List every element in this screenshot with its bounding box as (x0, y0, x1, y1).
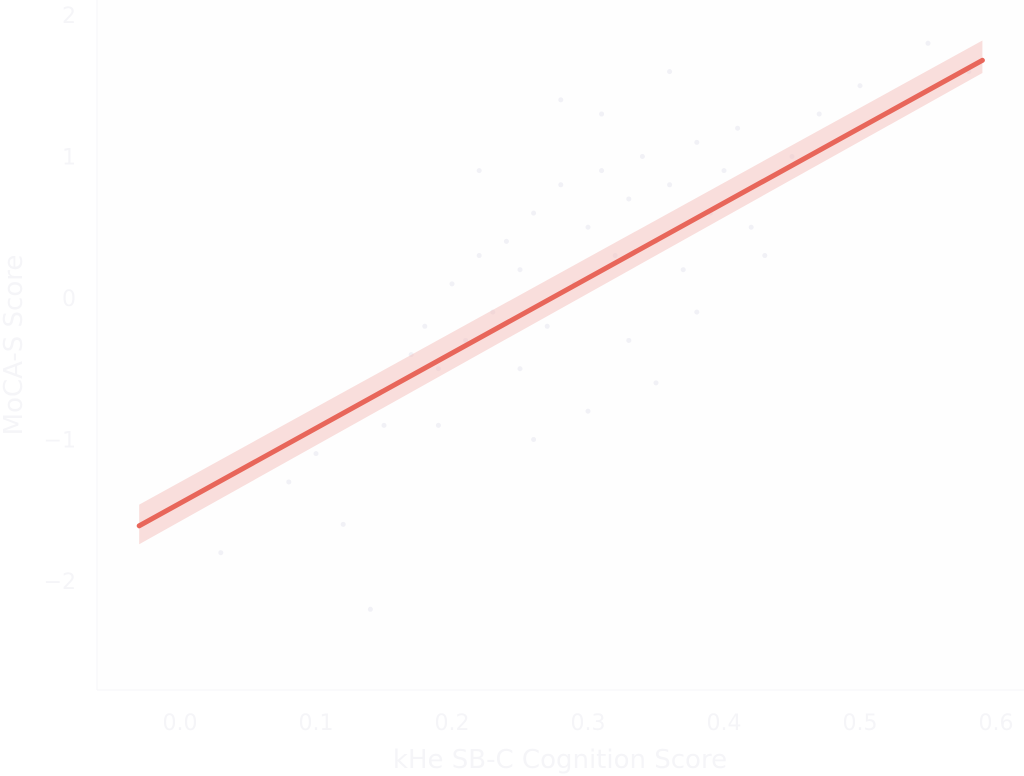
scatter-point (585, 224, 591, 230)
scatter-point (694, 309, 700, 315)
y-tick-label: −1 (44, 429, 76, 454)
scatter-point (449, 281, 455, 287)
x-tick-label: 0.0 (163, 711, 198, 736)
scatter-point (531, 437, 537, 442)
scatter-point (599, 168, 605, 174)
scatter-point (503, 238, 509, 244)
y-tick-label: −2 (44, 570, 76, 595)
scatter-point (612, 253, 618, 259)
scatter-point (463, 337, 469, 343)
scatter-point (558, 182, 564, 188)
scatter-point (408, 352, 414, 358)
scatter-point (381, 422, 387, 428)
scatter-point (667, 69, 673, 75)
y-axis-label: MoCA-S Score (0, 255, 29, 436)
scatter-point (748, 224, 754, 230)
scatter-point (680, 267, 686, 273)
scatter-point (476, 168, 482, 174)
scatter-point (762, 253, 768, 259)
x-tick-label: 0.3 (571, 711, 606, 736)
scatter-point (816, 111, 822, 117)
scatter-point (340, 521, 346, 527)
scatter-point (667, 182, 673, 188)
scatter-point (585, 408, 591, 414)
scatter-point (435, 422, 441, 428)
scatter-point (626, 337, 632, 343)
scatter-point (735, 125, 741, 131)
scatter-point (925, 40, 931, 46)
x-tick-label: 0.6 (979, 711, 1014, 736)
scatter-point (694, 139, 700, 145)
x-tick-label: 0.5 (843, 711, 878, 736)
scatter-point (626, 196, 632, 202)
regression-line (136, 57, 985, 529)
y-tick-label: 1 (62, 146, 76, 171)
scatter-point (857, 83, 863, 89)
fit-line (136, 57, 985, 529)
scatter-point (218, 550, 224, 556)
scatter-point (367, 606, 373, 612)
x-axis-label: kHe SB-C Cognition Score (393, 745, 727, 775)
scatter-point (653, 380, 659, 386)
plot-area (97, 0, 1024, 690)
scatter-point (422, 323, 428, 329)
y-tick-label: 0 (62, 287, 76, 312)
x-tick-label: 0.1 (299, 711, 334, 736)
x-tick-label: 0.2 (435, 711, 470, 736)
scatter-point (490, 309, 496, 315)
scatter-point (435, 366, 441, 372)
x-tick-label: 0.4 (707, 711, 742, 736)
scatter-point (286, 479, 292, 485)
scatter-point (517, 366, 523, 372)
scatter-point (544, 323, 550, 329)
scatter-point (721, 168, 727, 174)
axes (96, 0, 1024, 691)
tick-labels: 0.0 0.1 0.2 0.3 0.4 0.5 0.6 −2 −1 0 1 2 (44, 4, 1014, 736)
scatter-point (639, 154, 645, 159)
scatter-point (789, 154, 795, 159)
scatter-point (531, 210, 537, 216)
scatter-point (599, 111, 605, 117)
y-tick-label: 2 (62, 4, 76, 29)
scatter-point (313, 451, 319, 457)
scatter-point (558, 97, 564, 103)
scatter-point (517, 267, 523, 273)
scatter-point (476, 253, 482, 259)
